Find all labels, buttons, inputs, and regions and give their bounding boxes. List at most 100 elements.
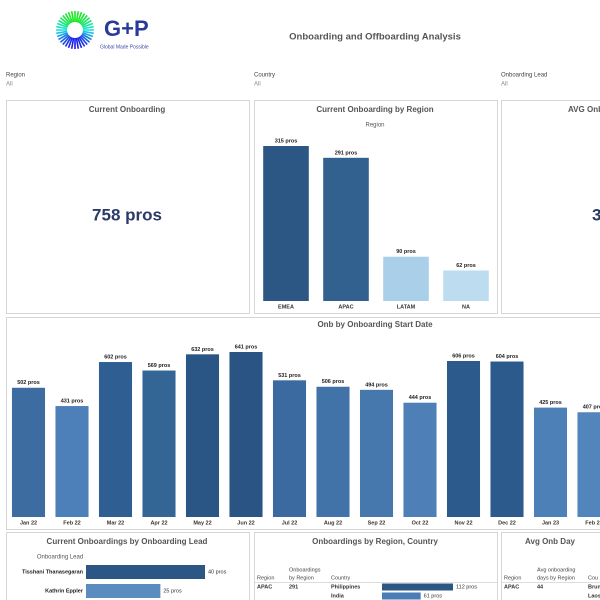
filter-value: All — [501, 82, 508, 88]
value-label: 506 pros — [322, 379, 345, 385]
cell: Brun — [588, 584, 600, 590]
logo-ray — [62, 35, 71, 46]
logo-ray — [75, 11, 80, 23]
bar — [263, 146, 309, 301]
cell: APAC — [257, 584, 272, 590]
logo-ray — [56, 30, 68, 35]
x-tick-label: LATAM — [397, 304, 416, 310]
logo-ray — [82, 31, 94, 38]
axis-label: Region — [365, 123, 384, 129]
logo-ray — [82, 25, 94, 30]
value-label: 431 pros — [61, 399, 84, 405]
bar — [383, 256, 429, 301]
logo-ray — [80, 34, 91, 43]
logo-ray — [76, 37, 83, 49]
x-tick-label: May 22 — [193, 520, 211, 526]
filter-value: All — [254, 82, 261, 88]
logo-ray — [79, 14, 88, 25]
bar — [359, 389, 394, 517]
value-label: 40 pros — [208, 569, 227, 575]
column-header: Country — [331, 575, 351, 581]
kpi-value: 3 — [592, 205, 600, 224]
x-tick-label: Sep 22 — [368, 520, 386, 526]
x-tick-label: EMEA — [278, 304, 294, 310]
card — [254, 532, 498, 600]
card — [501, 100, 600, 314]
x-tick-label: Feb 23 — [585, 520, 600, 526]
bar — [316, 386, 350, 517]
value-label: 407 pros — [583, 405, 600, 411]
x-tick-label: Apr 22 — [150, 520, 167, 526]
x-tick-label: Dec 22 — [498, 520, 516, 526]
bar — [185, 354, 220, 517]
logo-ray — [76, 11, 83, 23]
value-label: 641 pros — [235, 344, 258, 350]
x-tick-label: Nov 22 — [454, 520, 472, 526]
bar — [443, 270, 489, 301]
value-label: 61 pros — [424, 593, 443, 599]
bar — [533, 407, 568, 517]
x-tick-label: Mar 22 — [107, 520, 124, 526]
axis-label: Onboarding Lead — [37, 555, 83, 561]
logo-ray — [58, 19, 69, 27]
bar — [11, 387, 46, 517]
value-label: 62 pros — [456, 263, 476, 269]
logo-ray — [58, 33, 69, 41]
value-label: 632 pros — [191, 347, 214, 353]
logo-ray — [62, 14, 71, 25]
logo-ray — [70, 11, 75, 23]
column-header: Onboardings — [289, 567, 321, 573]
chart-title: Onb by Onboarding Start Date — [317, 320, 433, 329]
value-label: 112 pros — [456, 584, 477, 590]
logo-ray — [82, 22, 94, 29]
column-header: by Region — [289, 575, 314, 581]
bar — [382, 592, 421, 600]
logo-ray — [64, 36, 72, 47]
column-header: days by Region — [537, 575, 575, 581]
y-tick-label: Kathrin Eppler — [45, 588, 84, 594]
x-tick-label: Oct 22 — [412, 520, 429, 526]
value-label: 494 pros — [365, 382, 388, 388]
x-tick-label: Jun 22 — [237, 520, 254, 526]
logo-ray — [59, 17, 70, 26]
cell: Laos — [588, 593, 600, 599]
chart-title: Current Onboardings by Onboarding Lead — [47, 537, 208, 546]
cell: 44 — [537, 584, 544, 590]
logo-ray — [56, 22, 68, 29]
logo-ray — [59, 34, 70, 43]
bar — [382, 583, 453, 591]
logo-ray — [56, 25, 68, 30]
bar — [229, 352, 263, 517]
column-header: Cou — [588, 575, 598, 581]
y-tick-label: Tisshani Thanasegaran — [22, 569, 84, 575]
value-label: 502 pros — [17, 380, 40, 386]
x-tick-label: APAC — [338, 304, 353, 310]
x-tick-label: Jan 22 — [20, 520, 37, 526]
filter-label: Onboarding Lead — [501, 73, 547, 79]
x-tick-label: Aug 22 — [324, 520, 342, 526]
logo-ray — [78, 36, 86, 47]
tagline: Global Made Possible — [100, 44, 149, 50]
logo: G+P — [104, 16, 149, 41]
bar — [577, 412, 600, 517]
value-label: 604 pros — [496, 354, 519, 360]
card — [501, 532, 600, 600]
cell: 291 — [289, 584, 298, 590]
value-label: 602 pros — [104, 354, 127, 360]
bar — [446, 361, 481, 517]
logo-ray — [81, 19, 92, 27]
kpi-title: AVG Onb — [568, 105, 600, 114]
column-header: Region — [504, 575, 521, 581]
value-label: 90 pros — [396, 249, 416, 255]
table-title: Avg Onb Day — [525, 537, 575, 546]
bar — [86, 584, 161, 598]
dashboard-title: Onboarding and Offboarding Analysis — [289, 32, 461, 43]
logo-ray — [56, 31, 68, 38]
value-label: 315 pros — [275, 138, 298, 144]
logo-icon — [56, 11, 94, 49]
logo-ray — [67, 11, 74, 23]
value-label: 569 pros — [148, 363, 171, 369]
bar — [272, 380, 307, 517]
